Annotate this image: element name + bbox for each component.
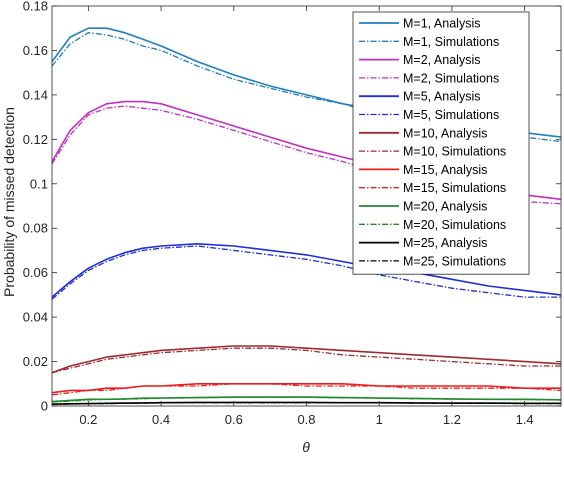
legend-label-4: M=2, Simulations [403,71,499,85]
y-tick-label: 0.02 [23,354,48,369]
legend-label-3: M=2, Analysis [403,53,480,67]
legend-label-14: M=25, Simulations [403,254,506,268]
series-line-4 [51,105,562,205]
y-tick-label: 0.06 [23,265,48,280]
legend-label-10: M=15, Simulations [403,181,506,195]
legend-box [352,11,530,275]
x-tick-label: 1.4 [516,412,534,427]
series-line-5 [51,243,562,298]
y-tick-label: 0.08 [23,221,48,236]
x-tick-label: 1 [376,412,383,427]
y-tick-label: 0.14 [23,87,48,102]
axes: 0.2 0.4 0.6 0.8 1 1.2 1.4 0 0.02 0.04 0.06 0.08 0.1 0… [23,0,562,427]
legend: M=1, Analysis M=1, Simulations M=2, Analys… [352,11,530,275]
series-line-7 [51,345,562,374]
x-tick-label: 0.6 [225,412,243,427]
series-line-14 [51,402,561,406]
y-tick-label: 0.04 [23,310,48,325]
legend-label-5: M=5, Analysis [403,90,480,104]
legend-label-7: M=10, Analysis [403,126,487,140]
y-tick-label: 0.18 [23,0,48,14]
y-axis-label: Probability of missed detection [1,107,17,297]
series-line-10 [51,383,562,396]
legend-label-6: M=5, Simulations [403,108,499,122]
y-tick-label: 0.1 [30,176,48,191]
legend-label-13: M=25, Analysis [403,236,487,250]
legend-label-12: M=20, Simulations [403,218,506,232]
x-tick-label: 0.4 [152,412,170,427]
series-line-2 [51,32,562,143]
y-tick-label: 0.16 [23,43,48,58]
legend-label-11: M=20, Analysis [403,200,487,214]
legend-label-8: M=10, Simulations [403,145,506,159]
legend-label-1: M=1, Analysis [403,17,480,31]
y-tick-label: 0.12 [23,132,48,147]
legend-label-2: M=1, Simulations [403,35,499,49]
x-tick-label: 1.2 [443,412,461,427]
series-line-12 [51,396,562,403]
legend-label-9: M=15, Analysis [403,163,487,177]
x-tick-label: 0.8 [297,412,315,427]
y-tick-label: 0 [41,399,48,414]
series-line-6 [51,245,561,300]
x-tick-label: 0.2 [79,412,97,427]
x-axis-label: θ [302,439,310,455]
